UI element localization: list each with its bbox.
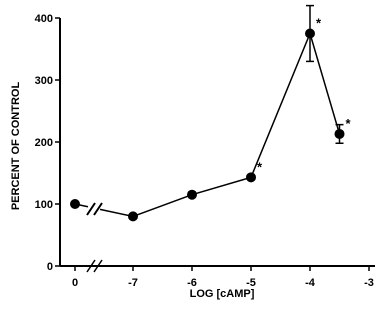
data-point [187,189,197,200]
x-tick-label: -7 [128,277,138,289]
line-break-mark [86,202,96,216]
control-point [70,199,80,209]
axes [59,18,375,267]
x-axis-title: LOG [cAMP] [190,288,255,300]
y-tick-label: 200 [35,137,53,149]
data-point [334,128,345,139]
x-tick-label: -5 [246,277,256,289]
x-tick-label: 0 [72,277,78,289]
x-ticks: 0 -7 -6 -5 -4 -3 [72,266,374,289]
significance-star: * [316,16,322,31]
x-axis-break-mark [86,259,96,273]
data-point [305,28,315,39]
data-points [70,28,345,222]
axis-breaks [86,202,103,273]
x-tick-label: -6 [187,277,197,289]
series-segment [99,208,134,218]
y-tick-label: 400 [35,13,53,25]
significance-star: * [346,116,352,131]
significance-star: * [257,159,263,174]
x-tick-label: -3 [364,277,374,289]
y-ticks: 0 100 200 300 400 [35,13,60,273]
x-tick-label: -4 [305,277,316,289]
significance-markers: * * * [257,16,352,175]
y-tick-label: 0 [47,261,53,273]
error-bars [306,4,344,144]
y-tick-label: 100 [35,199,53,211]
data-point [246,172,256,183]
data-point [128,211,138,222]
series-lines [74,31,341,218]
line-break-mark [93,202,103,216]
y-axis-title: PERCENT OF CONTROL [10,82,22,211]
x-axis-break-mark [93,259,103,273]
y-tick-label: 300 [35,75,53,87]
